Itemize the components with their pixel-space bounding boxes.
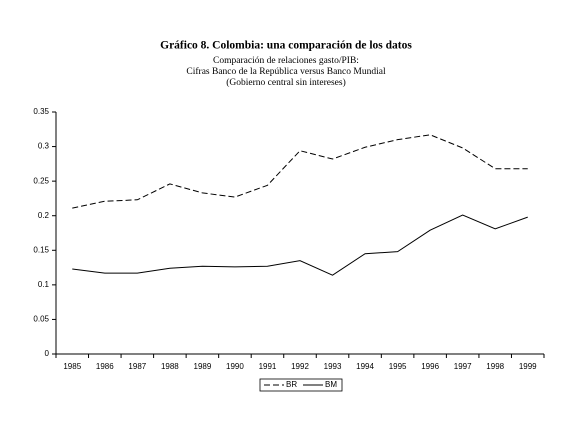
- legend-label: BM: [325, 380, 337, 389]
- chart-subtitle: Comparación de relaciones gasto/PIB:: [213, 56, 359, 66]
- x-tick-label: 1997: [454, 362, 472, 371]
- x-tick-label: 1990: [226, 362, 244, 371]
- y-tick-label: 0.15: [33, 245, 49, 254]
- x-tick-label: 1991: [259, 362, 277, 371]
- chart-subtitle: (Gobierno central sin intereses): [226, 77, 346, 88]
- x-tick-label: 1993: [324, 362, 342, 371]
- y-tick-label: 0.2: [38, 211, 50, 220]
- chart-title: Gráfico 8. Colombia: una comparación de …: [160, 40, 412, 52]
- x-tick-label: 1996: [421, 362, 439, 371]
- y-tick-label: 0.35: [33, 107, 49, 116]
- series-line: [72, 214, 528, 276]
- x-tick-label: 1987: [128, 362, 146, 371]
- x-tick-label: 1988: [161, 362, 179, 371]
- y-tick-label: 0.3: [38, 142, 50, 151]
- y-tick-label: 0.05: [33, 315, 49, 324]
- x-tick-label: 1995: [389, 362, 407, 371]
- y-tick-label: 0.25: [33, 176, 49, 185]
- x-tick-label: 1989: [194, 362, 212, 371]
- legend-box: [259, 378, 343, 392]
- x-tick-label: 1985: [63, 362, 81, 371]
- y-tick-label: 0: [45, 349, 50, 358]
- x-tick-label: 1992: [291, 362, 309, 371]
- legend-label: BR: [286, 380, 297, 389]
- x-tick-label: 1994: [356, 362, 374, 371]
- chart-subtitle: Cifras Banco de la República versus Banc…: [186, 66, 386, 77]
- x-tick-label: 1999: [519, 362, 537, 371]
- x-tick-label: 1998: [486, 362, 504, 371]
- series-line: [72, 134, 528, 209]
- x-tick-label: 1986: [96, 362, 114, 371]
- y-tick-label: 0.1: [38, 280, 50, 289]
